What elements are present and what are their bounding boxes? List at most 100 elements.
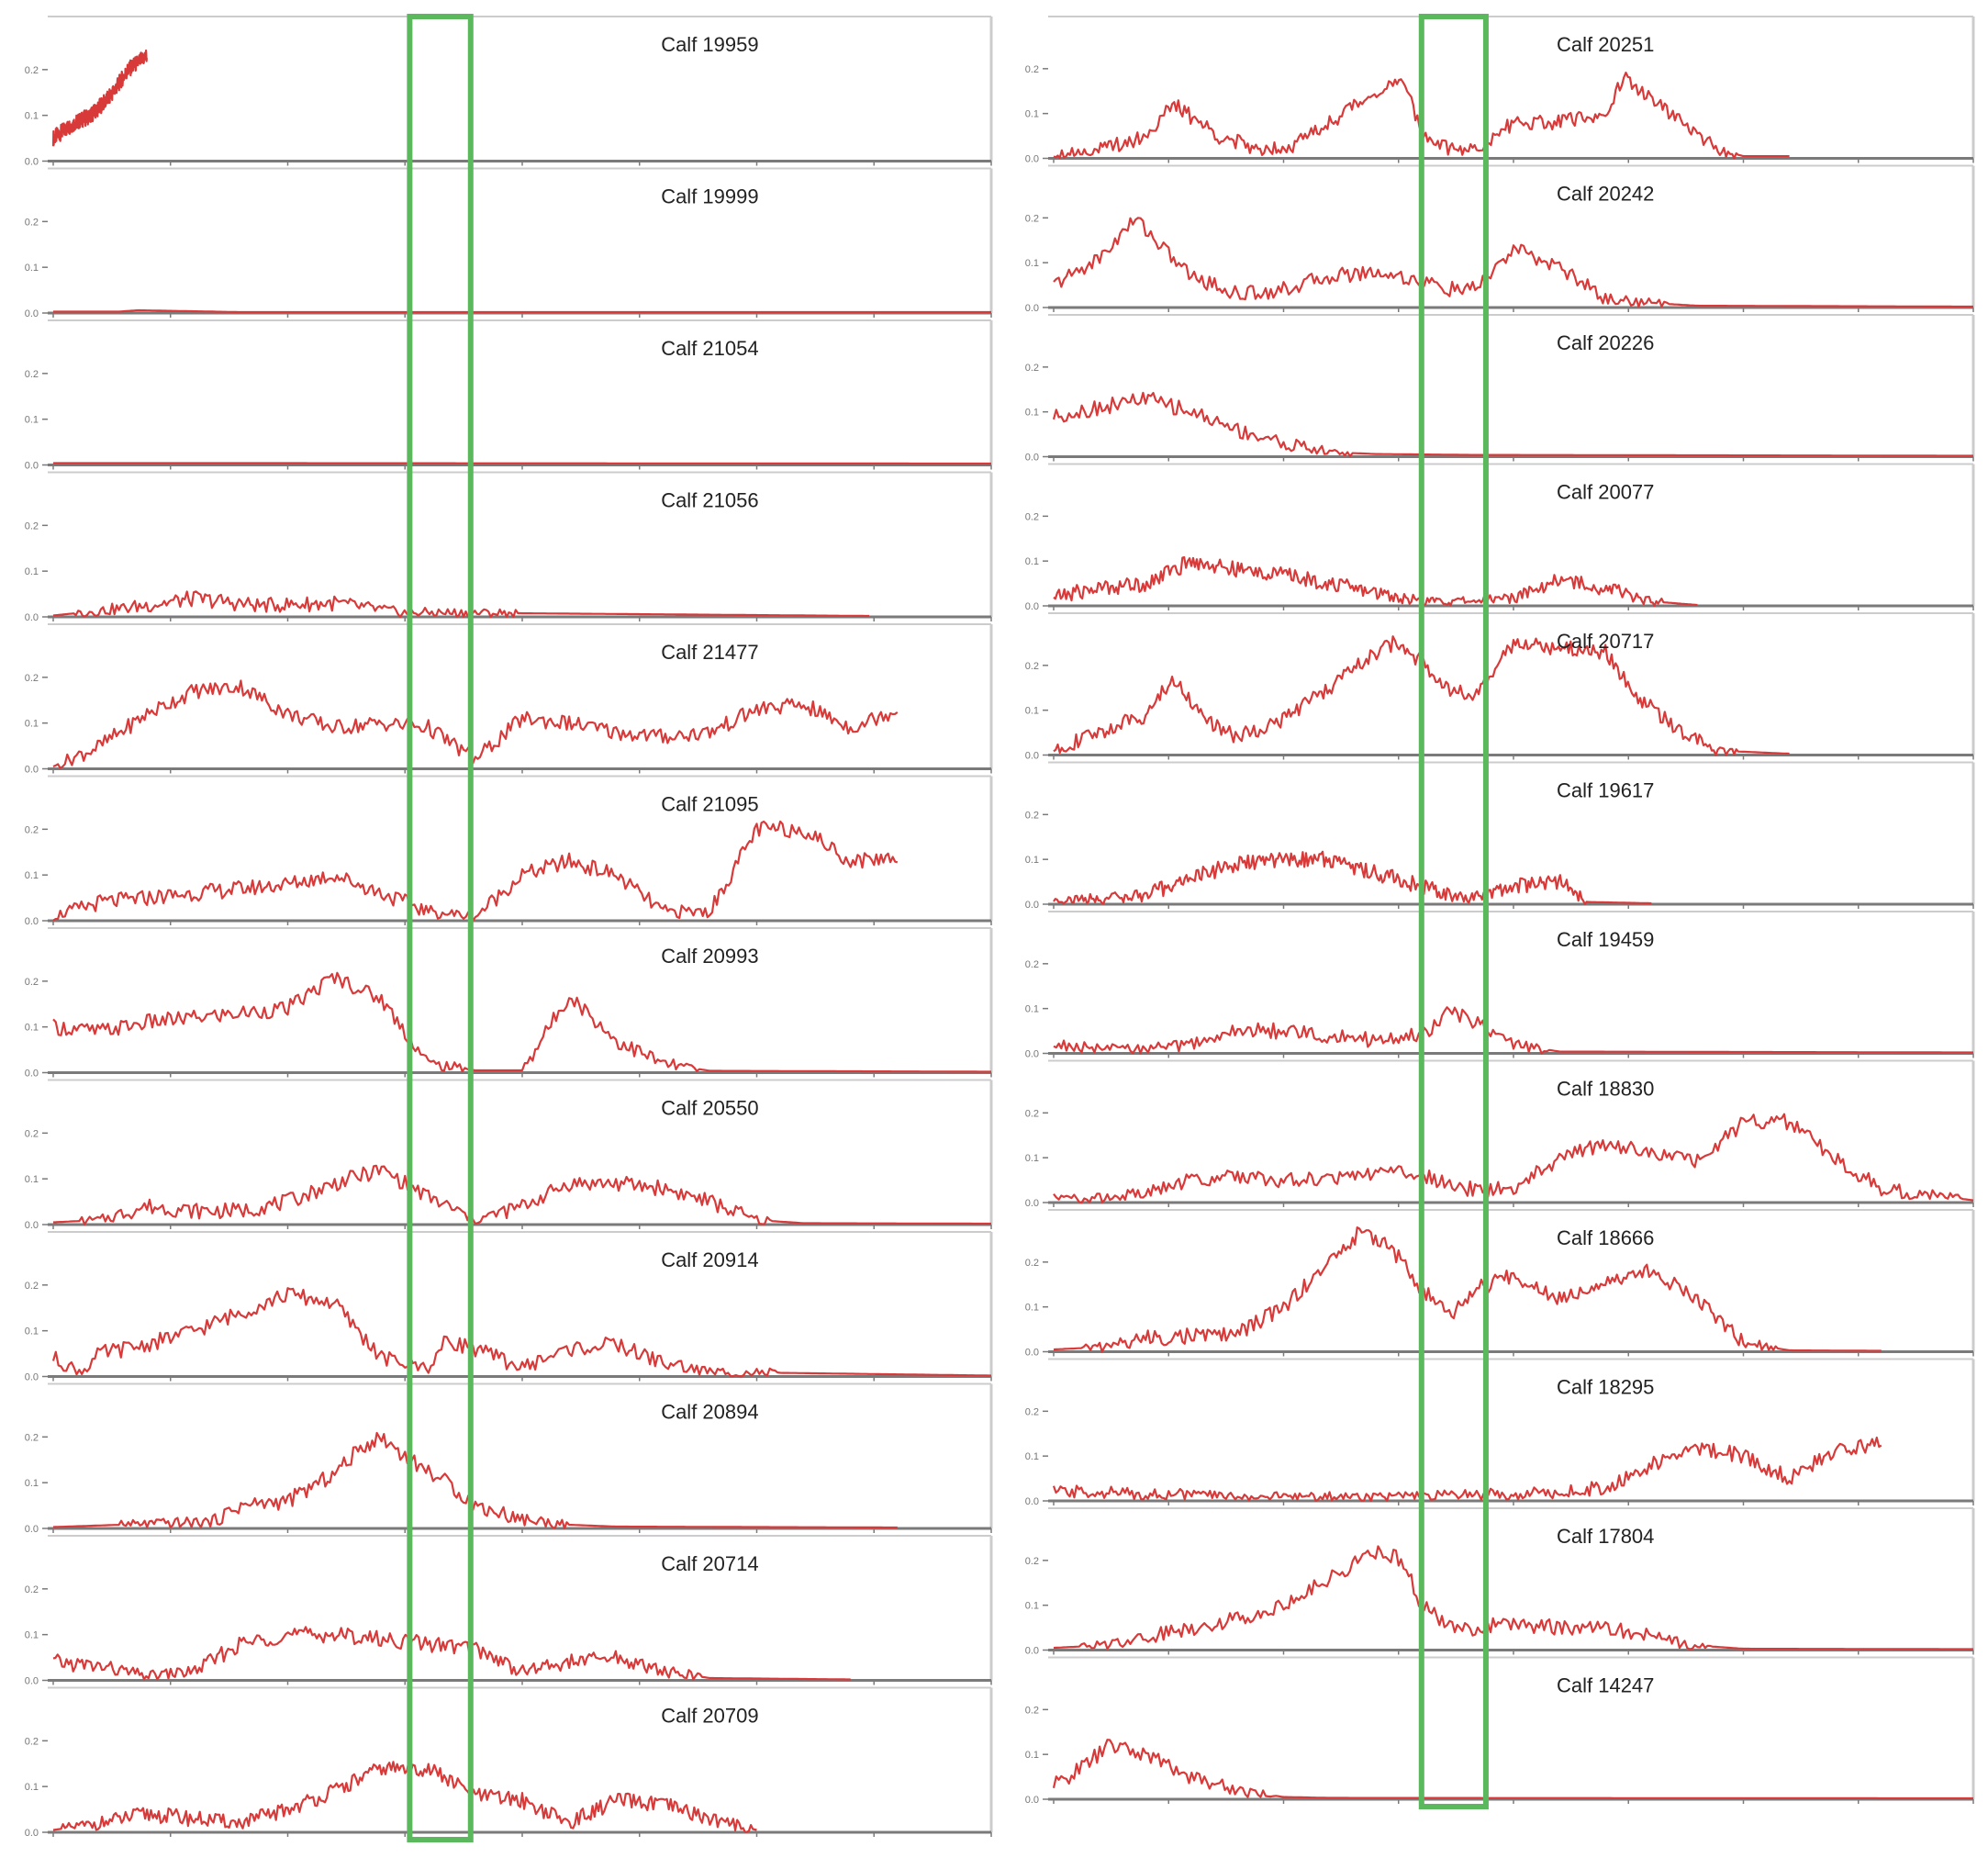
chart-panel: 0.0 0.1 0.2 Calf 20914 [25,1231,993,1383]
chart-panel: 0.0 0.1 0.2 Calf 20717 [1025,612,1975,762]
chart-panel: 0.0 0.1 0.2 Calf 18830 [1025,1059,1975,1209]
y-tick-label: 0.0 [25,1372,39,1383]
panel-title: Calf 20251 [1557,33,1654,56]
y-tick-label: 0.1 [25,1174,39,1185]
chart-panel: 0.0 0.1 0.2 Calf 19617 [1025,761,1975,911]
y-tick-label: 0.0 [1025,1198,1039,1209]
chart-panel: 0.0 0.1 0.2 Calf 20894 [25,1382,993,1535]
series-line [1053,1113,1974,1204]
series-line [1053,1006,1973,1055]
panel-title: Calf 20717 [1557,630,1654,653]
y-tick-label: 0.2 [25,369,39,380]
series-line [52,971,991,1073]
y-tick-label: 0.0 [1025,751,1039,762]
y-tick-label: 0.1 [25,1630,39,1641]
y-tick-label: 0.2 [25,1584,39,1595]
y-tick-label: 0.0 [1025,900,1039,911]
y-tick-label: 0.1 [1025,1451,1039,1462]
series-line [1052,391,1973,458]
y-tick-label: 0.1 [25,1478,39,1489]
chart-panel: 0.0 0.1 0.2 Calf 17804 [1025,1507,1975,1657]
y-tick-label: 0.2 [1025,1258,1039,1269]
y-tick-label: 0.2 [1025,1556,1039,1567]
panel-title: Calf 18666 [1557,1226,1654,1249]
chart-panel: 0.0 0.1 0.2 Calf 21054 [25,319,993,472]
y-tick-label: 0.0 [25,461,39,472]
y-tick-label: 0.1 [25,719,39,730]
panel-title: Calf 19617 [1557,779,1654,802]
series-line [52,1431,898,1530]
panel-title: Calf 20077 [1557,481,1654,504]
series-line [1052,1436,1882,1503]
series-line [1053,850,1652,906]
y-tick-label: 0.1 [1025,1303,1039,1314]
y-tick-label: 0.0 [1025,1348,1039,1359]
panel-title: Calf 18830 [1557,1078,1654,1101]
y-tick-label: 0.2 [1025,1108,1039,1119]
panel-title: Calf 19459 [1557,928,1654,951]
panel-title: Calf 20242 [1557,183,1654,206]
y-tick-label: 0.0 [25,157,39,168]
series-line [52,1164,991,1225]
y-tick-label: 0.0 [25,1676,39,1687]
y-tick-label: 0.2 [25,824,39,835]
y-tick-label: 0.2 [25,520,39,532]
panel-title: Calf 20993 [661,945,758,968]
chart-panel: 0.0 0.1 0.2 Calf 20993 [25,927,993,1080]
panel-title: Calf 19959 [661,33,758,56]
y-tick-label: 0.0 [25,612,39,623]
y-tick-label: 0.2 [1025,363,1039,374]
chart-panel: 0.0 0.1 0.2 Calf 21477 [25,623,993,776]
series-line [52,590,870,619]
chart-panel: 0.0 0.1 0.2 Calf 20077 [1025,463,1975,612]
y-tick-label: 0.2 [1025,64,1039,75]
chart-panel: 0.0 0.1 0.2 Calf 20709 [25,1686,993,1839]
y-tick-label: 0.1 [1025,706,1039,717]
y-tick-label: 0.1 [1025,855,1039,866]
y-tick-label: 0.1 [1025,258,1039,269]
chart-panel: 0.0 0.1 0.2 Calf 19459 [1025,911,1975,1060]
series-line [52,679,899,769]
panel-title: Calf 18295 [1557,1376,1654,1399]
y-tick-label: 0.2 [25,1128,39,1139]
chart-panel: 0.0 0.1 0.2 Calf 20251 [1025,16,1975,165]
y-tick-label: 0.1 [1025,1004,1039,1015]
y-tick-label: 0.2 [1025,810,1039,821]
chart-panel: 0.0 0.1 0.2 Calf 18295 [1025,1358,1975,1507]
y-tick-label: 0.0 [1025,154,1039,165]
y-tick-label: 0.0 [25,1220,39,1231]
y-tick-label: 0.0 [25,916,39,927]
y-tick-label: 0.0 [25,765,39,776]
y-tick-label: 0.1 [25,1023,39,1034]
y-tick-label: 0.0 [1025,1049,1039,1060]
series-line [51,49,148,147]
y-tick-label: 0.1 [25,1326,39,1337]
y-tick-label: 0.1 [25,263,39,274]
panel-title: Calf 20709 [661,1705,758,1728]
y-tick-label: 0.1 [1025,556,1039,567]
panel-title: Calf 21477 [661,641,758,664]
y-tick-label: 0.1 [25,1782,39,1793]
series-line [52,1626,851,1681]
y-tick-label: 0.2 [25,977,39,988]
y-tick-label: 0.0 [1025,1496,1039,1507]
panel-title: Calf 20714 [661,1552,758,1575]
panel-title: Calf 20226 [1557,331,1654,354]
y-tick-label: 0.2 [25,673,39,684]
chart-panel: 0.0 0.1 0.2 Calf 18666 [1025,1209,1975,1359]
y-tick-label: 0.1 [1025,408,1039,419]
y-tick-label: 0.1 [25,111,39,122]
series-line [1053,1225,1882,1353]
y-tick-label: 0.0 [1025,453,1039,464]
y-tick-label: 0.2 [1025,213,1039,224]
panel-title: Calf 17804 [1557,1525,1654,1548]
y-tick-label: 0.2 [25,1432,39,1443]
series-line [53,308,991,314]
y-tick-label: 0.1 [1025,109,1039,120]
y-tick-label: 0.0 [1025,1646,1039,1657]
y-tick-label: 0.2 [1025,959,1039,970]
chart-panel: 0.0 0.1 0.2 Calf 20714 [25,1535,993,1687]
y-tick-label: 0.2 [1025,1406,1039,1417]
